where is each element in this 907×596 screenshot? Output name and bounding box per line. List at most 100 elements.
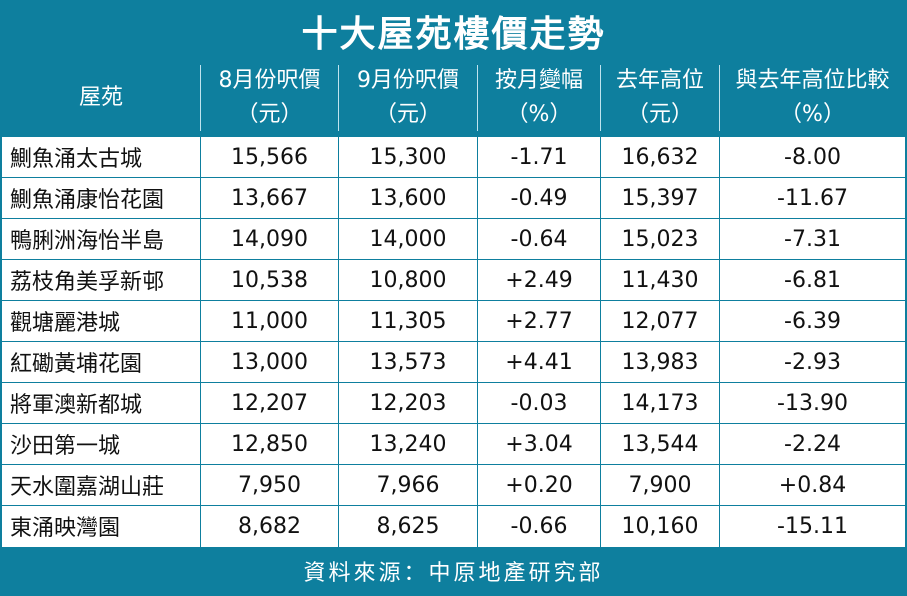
table-row: 鰂魚涌太古城 15,566 15,300 -1.71 16,632 -8.00 — [2, 137, 905, 178]
cell-vs-high: -2.24 — [784, 431, 841, 457]
cell-aug-price: 14,090 — [231, 226, 308, 252]
cell-sep-price: 7,966 — [376, 472, 440, 498]
header-vs-high-label: 與去年高位比較 — [735, 68, 890, 93]
header-mom-change-label: 按月變幅 — [494, 68, 583, 93]
cell-last-year-high: 12,077 — [621, 308, 699, 334]
cell-vs-high: -15.11 — [777, 513, 848, 539]
cell-vs-high: -13.90 — [777, 390, 848, 416]
header-vs-high: 與去年高位比較 （%） — [720, 59, 905, 137]
header-divider — [200, 65, 201, 131]
table-row: 鰂魚涌康怡花園 13,667 13,600 -0.49 15,397 -11.6… — [2, 178, 905, 219]
header-aug-price: 8月份呎價 （元） — [201, 59, 338, 137]
column-divider — [719, 137, 720, 547]
cell-aug-price: 13,667 — [231, 185, 308, 211]
cell-vs-high: -11.67 — [777, 185, 848, 211]
cell-last-year-high: 16,632 — [621, 144, 699, 170]
source-footer: 資料來源：中原地產研究部 — [2, 547, 905, 594]
cell-aug-price: 13,000 — [231, 349, 308, 375]
cell-estate: 將軍澳新都城 — [10, 393, 143, 418]
header-aug-price-unit: （元） — [236, 102, 303, 127]
cell-aug-price: 15,566 — [231, 144, 308, 170]
header-estate: 屋苑 — [2, 59, 200, 137]
cell-vs-high: -8.00 — [784, 144, 841, 170]
cell-aug-price: 8,682 — [238, 513, 301, 539]
cell-mom-change: +4.41 — [505, 349, 573, 375]
cell-mom-change: +2.49 — [505, 267, 573, 293]
cell-mom-change: +2.77 — [505, 308, 573, 334]
cell-vs-high: -2.93 — [784, 349, 841, 375]
cell-estate: 鴨脷洲海怡半島 — [10, 229, 165, 254]
table-row: 荔枝角美孚新邨 10,538 10,800 +2.49 11,430 -6.81 — [2, 260, 905, 301]
cell-sep-price: 13,573 — [369, 349, 447, 375]
cell-aug-price: 12,850 — [231, 431, 308, 457]
cell-mom-change: -1.71 — [510, 144, 568, 170]
cell-last-year-high: 15,397 — [621, 185, 699, 211]
cell-mom-change: -0.64 — [510, 226, 568, 252]
table-row: 紅磡黃埔花園 13,000 13,573 +4.41 13,983 -2.93 — [2, 342, 905, 383]
header-divider — [600, 65, 601, 131]
cell-vs-high: -6.81 — [784, 267, 841, 293]
cell-sep-price: 13,240 — [369, 431, 447, 457]
table-row: 天水圍嘉湖山莊 7,950 7,966 +0.20 7,900 +0.84 — [2, 465, 905, 506]
cell-last-year-high: 14,173 — [621, 390, 699, 416]
header-aug-price-label: 8月份呎價 — [218, 68, 321, 93]
header-last-year-high-unit: （元） — [626, 102, 693, 127]
cell-last-year-high: 11,430 — [621, 267, 699, 293]
header-divider — [477, 65, 478, 131]
cell-sep-price: 10,800 — [369, 267, 447, 293]
header-vs-high-unit: （%） — [780, 102, 845, 127]
cell-last-year-high: 10,160 — [621, 513, 699, 539]
cell-vs-high: -7.31 — [784, 226, 841, 252]
header-divider — [338, 65, 339, 131]
cell-mom-change: -0.49 — [510, 185, 568, 211]
table-body: 鰂魚涌太古城 15,566 15,300 -1.71 16,632 -8.00 … — [2, 137, 905, 547]
header-mom-change: 按月變幅 （%） — [478, 59, 600, 137]
table-title: 十大屋苑樓價走勢 — [301, 13, 606, 55]
cell-last-year-high: 7,900 — [628, 472, 692, 498]
cell-last-year-high: 15,023 — [621, 226, 699, 252]
table-row: 鴨脷洲海怡半島 14,090 14,000 -0.64 15,023 -7.31 — [2, 219, 905, 260]
cell-aug-price: 10,538 — [231, 267, 308, 293]
cell-estate: 東涌映灣園 — [10, 516, 121, 541]
column-divider — [600, 137, 601, 547]
cell-aug-price: 12,207 — [231, 390, 308, 416]
header-sep-price: 9月份呎價 （元） — [339, 59, 477, 137]
cell-sep-price: 15,300 — [369, 144, 447, 170]
cell-last-year-high: 13,983 — [621, 349, 699, 375]
cell-aug-price: 7,950 — [238, 472, 301, 498]
cell-aug-price: 11,000 — [231, 308, 308, 334]
header-sep-price-unit: （元） — [374, 102, 441, 127]
cell-estate: 觀塘麗港城 — [10, 311, 121, 336]
cell-sep-price: 14,000 — [369, 226, 447, 252]
table-row: 將軍澳新都城 12,207 12,203 -0.03 14,173 -13.90 — [2, 383, 905, 424]
cell-estate: 鰂魚涌太古城 — [10, 147, 143, 172]
table-row: 沙田第一城 12,850 13,240 +3.04 13,544 -2.24 — [2, 424, 905, 465]
header-row: 屋苑 8月份呎價 （元） 9月份呎價 （元） 按月變幅 （%） 去年高位 （元）… — [2, 59, 905, 137]
cell-last-year-high: 13,544 — [621, 431, 699, 457]
cell-estate: 荔枝角美孚新邨 — [10, 270, 165, 295]
cell-estate: 紅磡黃埔花園 — [10, 352, 143, 377]
cell-mom-change: +0.20 — [505, 472, 573, 498]
table-row: 東涌映灣園 8,682 8,625 -0.66 10,160 -15.11 — [2, 506, 905, 547]
column-divider — [200, 137, 201, 547]
title-bar: 十大屋苑樓價走勢 — [2, 2, 905, 59]
source-note: 資料來源：中原地產研究部 — [303, 560, 604, 586]
cell-estate: 沙田第一城 — [10, 434, 121, 459]
header-sep-price-label: 9月份呎價 — [357, 68, 459, 93]
header-mom-change-unit: （%） — [506, 102, 572, 127]
cell-sep-price: 11,305 — [369, 308, 447, 334]
header-last-year-high-label: 去年高位 — [615, 68, 704, 93]
cell-estate: 天水圍嘉湖山莊 — [10, 475, 165, 500]
cell-mom-change: +3.04 — [505, 431, 573, 457]
header-estate-label: 屋苑 — [78, 85, 123, 110]
cell-sep-price: 13,600 — [369, 185, 447, 211]
cell-mom-change: -0.66 — [510, 513, 568, 539]
cell-mom-change: -0.03 — [510, 390, 568, 416]
cell-vs-high: +0.84 — [778, 472, 847, 498]
column-divider — [477, 137, 478, 547]
column-divider — [338, 137, 339, 547]
cell-vs-high: -6.39 — [784, 308, 841, 334]
header-divider — [719, 65, 720, 131]
cell-estate: 鰂魚涌康怡花園 — [10, 188, 165, 213]
